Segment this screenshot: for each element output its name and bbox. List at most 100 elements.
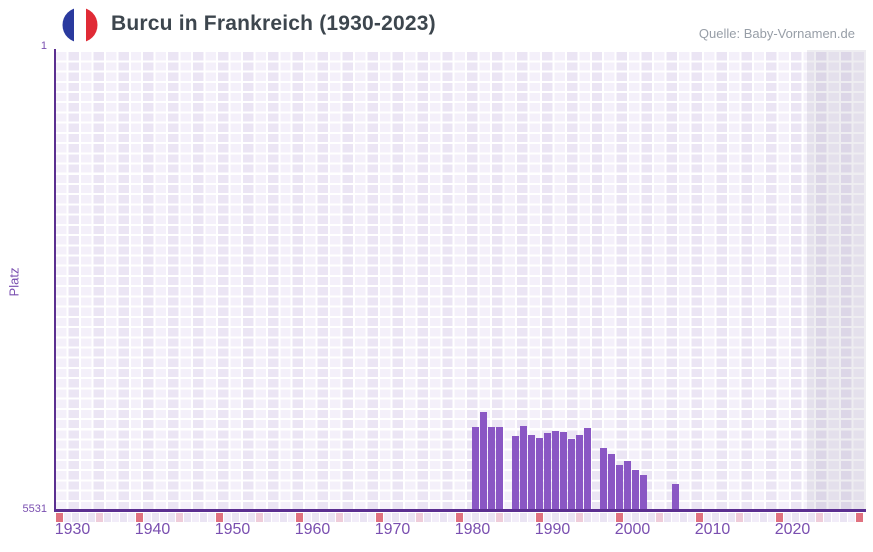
strip-tile-1997 xyxy=(591,513,599,522)
y-axis-title: Platz xyxy=(6,267,22,297)
strip-tile-1937 xyxy=(111,513,119,522)
bar-1993[interactable] xyxy=(559,432,567,510)
strip-tile-1983 xyxy=(479,513,487,522)
flag-blue-stripe xyxy=(62,7,74,43)
strip-tile-1970 xyxy=(375,513,383,522)
strip-tile-1962 xyxy=(311,513,319,522)
x-tick-label-1930: 1930 xyxy=(54,521,91,538)
strip-tile-2013 xyxy=(719,513,727,522)
strip-tile-1976 xyxy=(423,513,431,522)
strip-tile-1957 xyxy=(271,513,279,522)
strip-tile-1979 xyxy=(447,513,455,522)
strip-tile-2030 xyxy=(855,513,863,522)
bar-1991[interactable] xyxy=(543,432,551,510)
strip-tile-2028 xyxy=(839,513,847,522)
france-flag-icon xyxy=(62,7,98,43)
strip-tile-2019 xyxy=(767,513,775,522)
strip-tile-1961 xyxy=(303,513,311,522)
strip-tile-1978 xyxy=(439,513,447,522)
strip-tile-1938 xyxy=(119,513,127,522)
strip-tile-1956 xyxy=(263,513,271,522)
strip-tile-1993 xyxy=(559,513,567,522)
x-tick-label-1950: 1950 xyxy=(214,521,251,538)
bar-1989[interactable] xyxy=(527,435,535,510)
y-tick-rank-1: 1 xyxy=(40,40,47,52)
strip-tile-1940 xyxy=(135,513,143,522)
bar-2003[interactable] xyxy=(639,474,647,510)
bar-1992[interactable] xyxy=(551,430,559,510)
bar-1990[interactable] xyxy=(535,437,543,510)
strip-tile-2008 xyxy=(679,513,687,522)
strip-tile-1963 xyxy=(319,513,327,522)
strip-tile-2024 xyxy=(807,513,815,522)
strip-tile-1974 xyxy=(407,513,415,522)
bar-1994[interactable] xyxy=(567,439,575,510)
x-tick-label-2000: 2000 xyxy=(614,521,651,538)
strip-tile-1973 xyxy=(399,513,407,522)
strip-tile-1985 xyxy=(495,513,503,522)
bar-2001[interactable] xyxy=(623,461,631,510)
strip-tile-1931 xyxy=(63,513,71,522)
strip-tile-2016 xyxy=(743,513,751,522)
strip-tile-2006 xyxy=(663,513,671,522)
strip-tile-1999 xyxy=(607,513,615,522)
strip-tile-1984 xyxy=(487,513,495,522)
strip-tile-1941 xyxy=(143,513,151,522)
strip-tile-1990 xyxy=(535,513,543,522)
strip-tile-1998 xyxy=(599,513,607,522)
strip-tile-1977 xyxy=(431,513,439,522)
x-tick-label-2010: 2010 xyxy=(694,521,731,538)
strip-tile-1932 xyxy=(71,513,79,522)
strip-tile-1959 xyxy=(287,513,295,522)
strip-tile-1960 xyxy=(295,513,303,522)
bar-1995[interactable] xyxy=(575,434,583,510)
strip-tile-2026 xyxy=(823,513,831,522)
bar-1998[interactable] xyxy=(599,447,607,510)
flag-red-stripe xyxy=(86,7,98,43)
plot-grid-background xyxy=(56,50,866,510)
strip-tile-2023 xyxy=(799,513,807,522)
strip-tile-2025 xyxy=(815,513,823,522)
strip-tile-1972 xyxy=(391,513,399,522)
strip-tile-1942 xyxy=(151,513,159,522)
bar-2002[interactable] xyxy=(631,469,639,510)
bar-1999[interactable] xyxy=(607,454,615,510)
strip-tile-1995 xyxy=(575,513,583,522)
bar-1985[interactable] xyxy=(495,426,503,510)
strip-tile-2027 xyxy=(831,513,839,522)
bar-1982[interactable] xyxy=(471,426,479,510)
bar-1996[interactable] xyxy=(583,427,591,510)
bar-2000[interactable] xyxy=(615,464,623,510)
x-tick-label-2020: 2020 xyxy=(774,521,811,538)
strip-tile-1945 xyxy=(175,513,183,522)
bar-1983[interactable] xyxy=(479,412,487,510)
strip-tile-1965 xyxy=(335,513,343,522)
strip-tile-1969 xyxy=(367,513,375,522)
bar-2007[interactable] xyxy=(671,484,679,510)
strip-tile-1946 xyxy=(183,513,191,522)
strip-tile-1992 xyxy=(551,513,559,522)
strip-tile-1964 xyxy=(327,513,335,522)
strip-tile-1933 xyxy=(79,513,87,522)
strip-tile-2002 xyxy=(631,513,639,522)
strip-tile-2021 xyxy=(783,513,791,522)
x-tick-label-1970: 1970 xyxy=(374,521,411,538)
bar-1984[interactable] xyxy=(487,426,495,510)
strip-tile-1947 xyxy=(191,513,199,522)
source-credit: Quelle: Baby-Vornamen.de xyxy=(698,26,855,41)
strip-tile-1951 xyxy=(223,513,231,522)
bar-1987[interactable] xyxy=(511,435,519,510)
strip-tile-2004 xyxy=(647,513,655,522)
strip-tile-1981 xyxy=(463,513,471,522)
strip-tile-1982 xyxy=(471,513,479,522)
strip-tile-1944 xyxy=(167,513,175,522)
bar-1988[interactable] xyxy=(519,425,527,510)
strip-tile-2029 xyxy=(847,513,855,522)
strip-tile-2010 xyxy=(695,513,703,522)
strip-tile-1991 xyxy=(543,513,551,522)
strip-tile-1971 xyxy=(383,513,391,522)
strip-tile-1967 xyxy=(351,513,359,522)
strip-tile-1958 xyxy=(279,513,287,522)
strip-tile-1955 xyxy=(255,513,263,522)
strip-tile-2011 xyxy=(703,513,711,522)
